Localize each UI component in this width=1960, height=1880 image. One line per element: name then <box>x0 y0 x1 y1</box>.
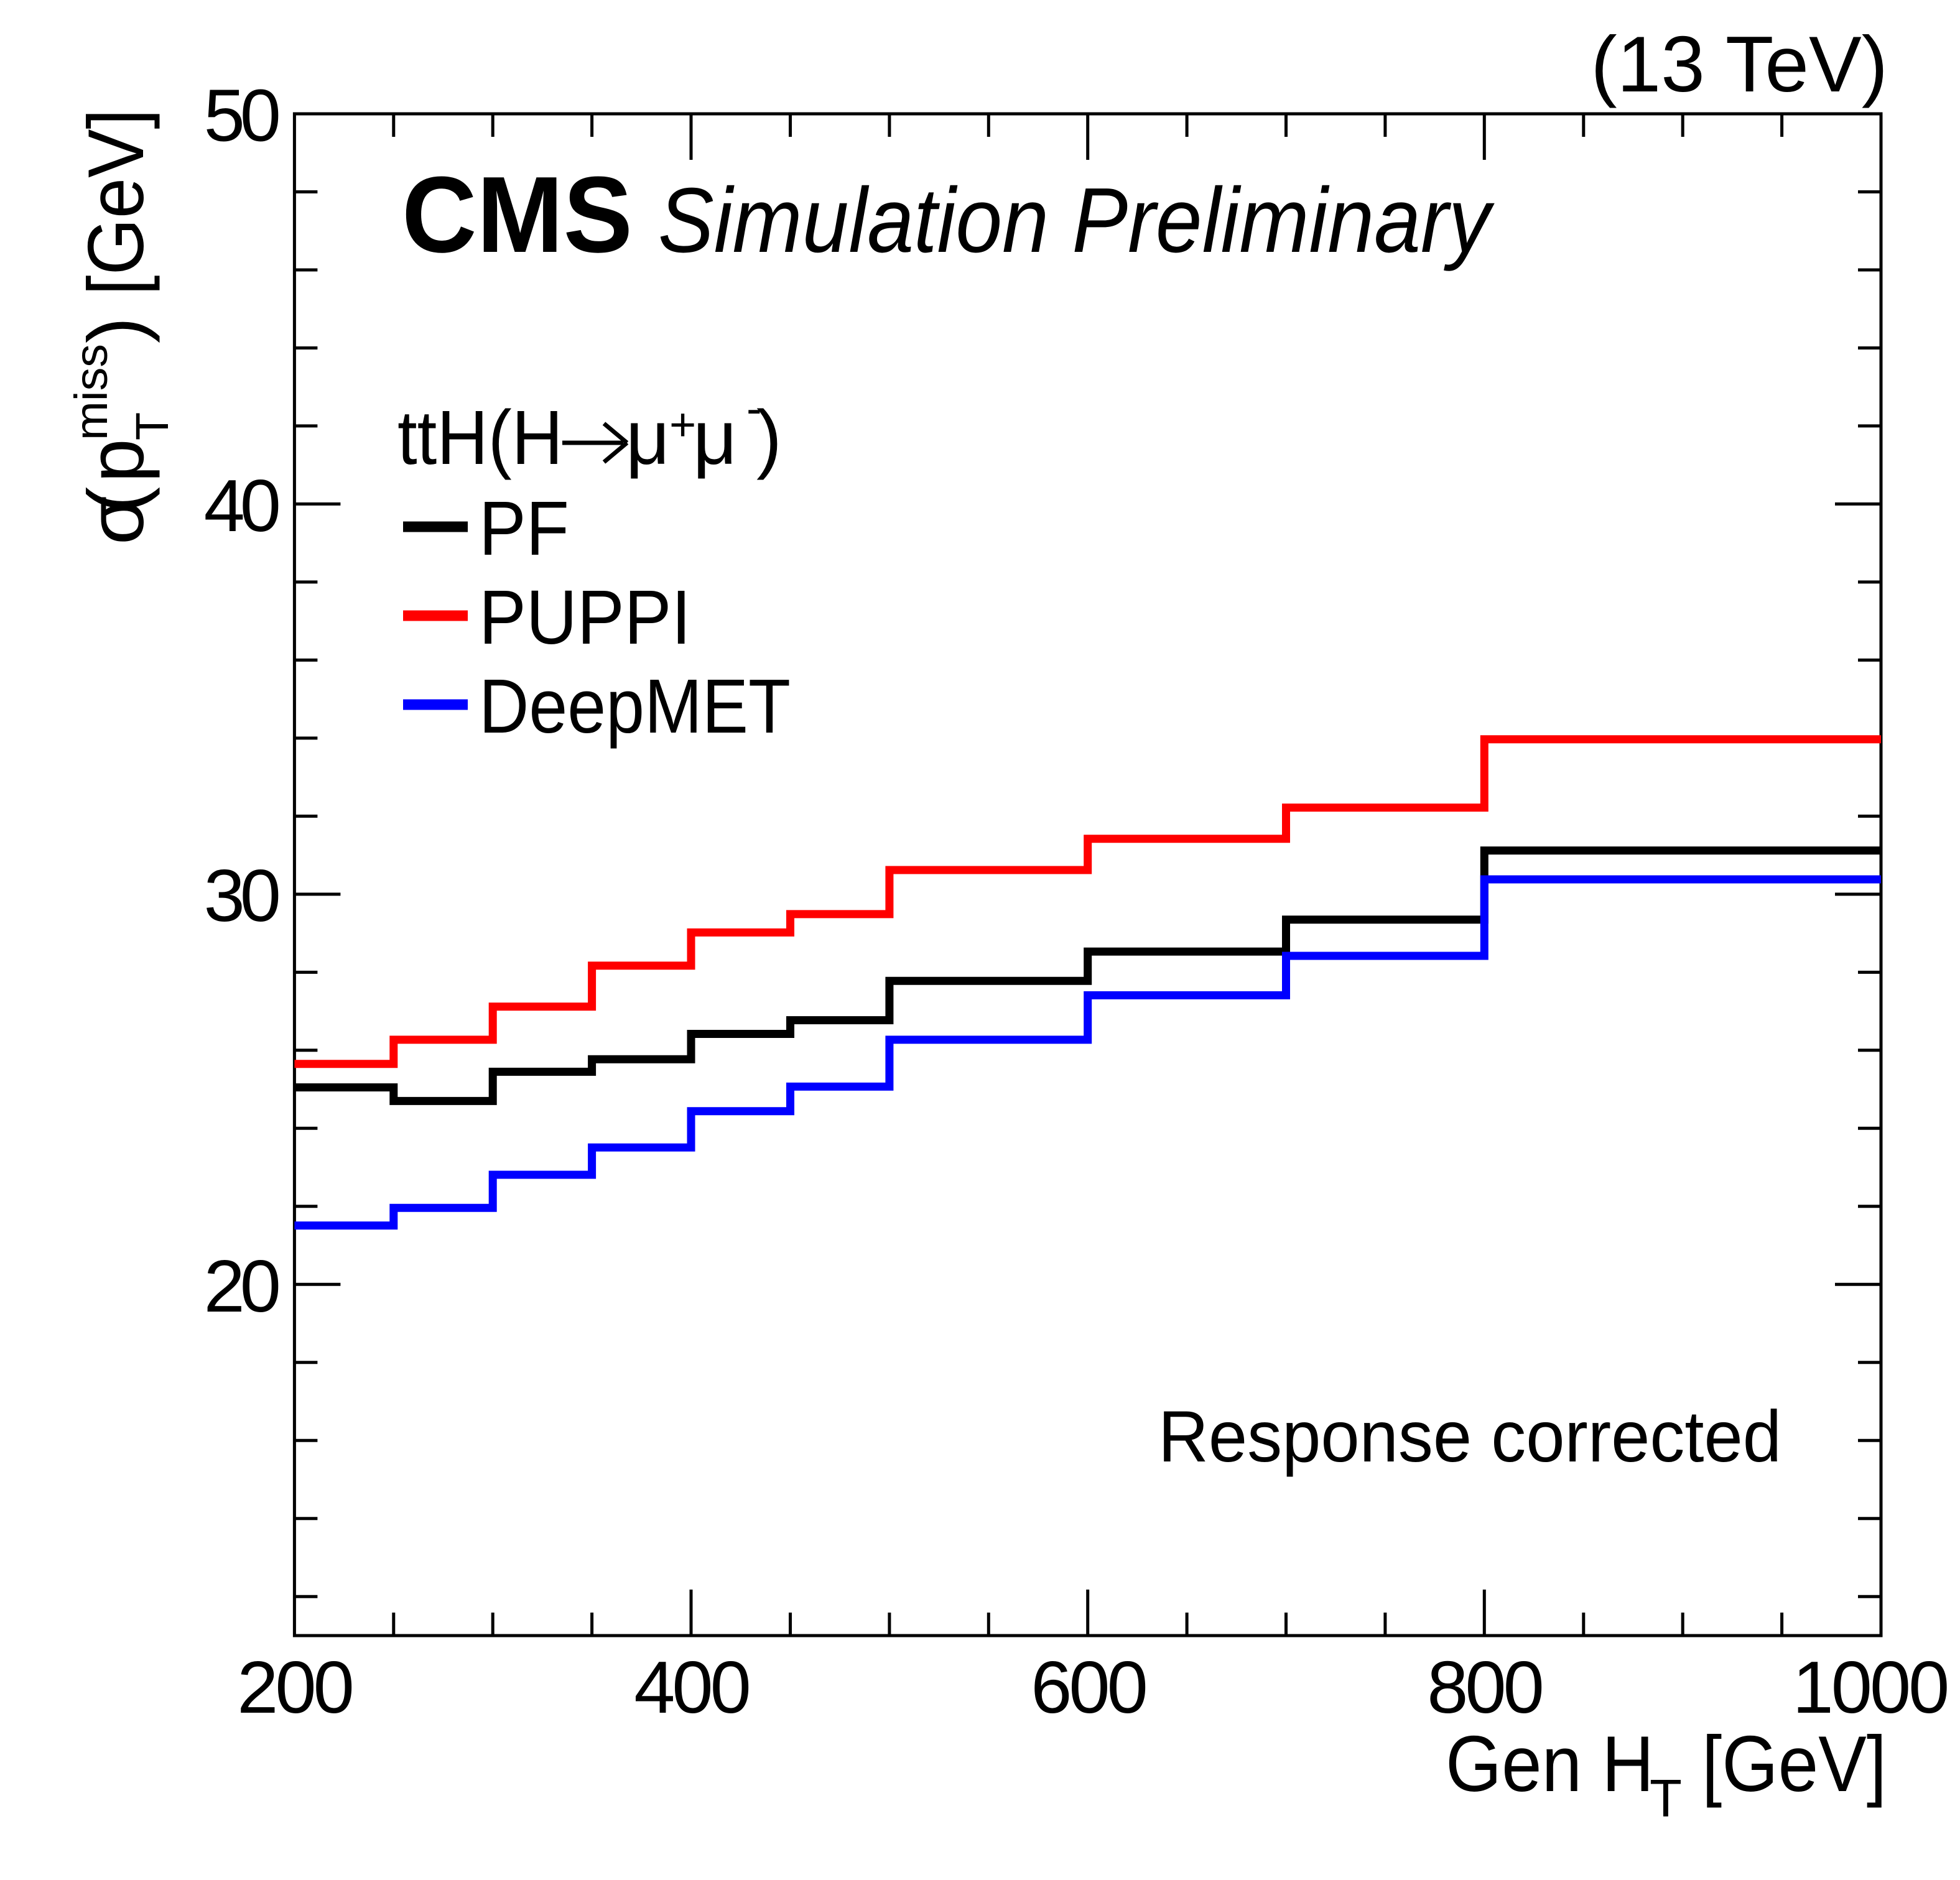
svg-text:): ) <box>72 317 160 343</box>
svg-text:T: T <box>126 412 178 440</box>
svg-text:ttH(H: ttH(H <box>397 396 563 481</box>
svg-text:CMS: CMS <box>402 154 633 275</box>
svg-text:T: T <box>1650 1769 1682 1828</box>
svg-text:(13 TeV): (13 TeV) <box>1591 20 1888 108</box>
svg-text:[GeV]: [GeV] <box>72 109 160 295</box>
svg-text:miss: miss <box>65 344 117 440</box>
svg-text:+: + <box>669 399 696 450</box>
svg-text:20: 20 <box>204 1245 279 1328</box>
svg-text:[GeV]: [GeV] <box>1702 1720 1887 1808</box>
svg-text:Response corrected: Response corrected <box>1158 1396 1781 1477</box>
svg-text:200: 200 <box>237 1646 351 1729</box>
svg-text:400: 400 <box>634 1646 748 1729</box>
svg-text:μ: μ <box>626 396 670 481</box>
svg-text:40: 40 <box>204 465 279 547</box>
svg-text:σ: σ <box>72 496 160 545</box>
svg-text:PUPPI: PUPPI <box>479 575 691 660</box>
svg-text:-: - <box>746 382 762 434</box>
svg-text:μ: μ <box>693 396 737 481</box>
svg-text:DeepMET: DeepMET <box>479 664 791 749</box>
svg-text:800: 800 <box>1427 1646 1541 1729</box>
svg-text:(: ( <box>72 487 160 513</box>
svg-text:PF: PF <box>479 486 569 572</box>
svg-text:600: 600 <box>1031 1646 1145 1729</box>
svg-text:Gen H: Gen H <box>1446 1720 1654 1808</box>
svg-text:30: 30 <box>204 854 279 937</box>
svg-text:p: p <box>72 438 160 483</box>
svg-text:Simulation Preliminary: Simulation Preliminary <box>658 169 1495 272</box>
svg-text:1000: 1000 <box>1793 1646 1948 1729</box>
svg-text:50: 50 <box>204 75 279 157</box>
svg-text:): ) <box>756 396 782 481</box>
